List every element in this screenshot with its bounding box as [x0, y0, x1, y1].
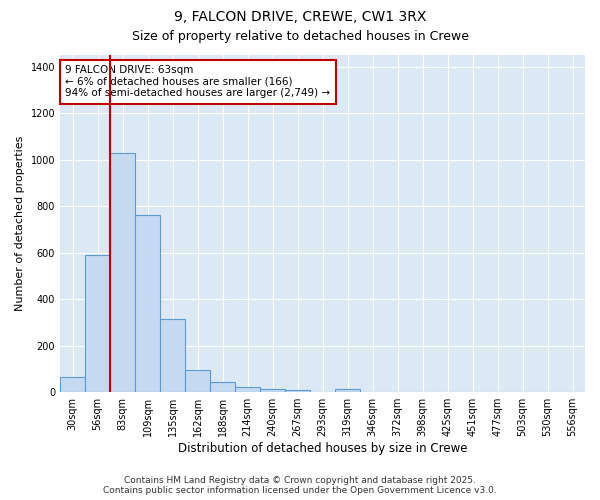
- Bar: [210, 382, 235, 392]
- Text: 9, FALCON DRIVE, CREWE, CW1 3RX: 9, FALCON DRIVE, CREWE, CW1 3RX: [174, 10, 426, 24]
- Text: 9 FALCON DRIVE: 63sqm
← 6% of detached houses are smaller (166)
94% of semi-deta: 9 FALCON DRIVE: 63sqm ← 6% of detached h…: [65, 65, 331, 98]
- Bar: [185, 370, 210, 392]
- Bar: [110, 152, 135, 392]
- Bar: [235, 387, 260, 392]
- Bar: [160, 319, 185, 392]
- X-axis label: Distribution of detached houses by size in Crewe: Distribution of detached houses by size …: [178, 442, 467, 455]
- Text: Size of property relative to detached houses in Crewe: Size of property relative to detached ho…: [131, 30, 469, 43]
- Text: Contains HM Land Registry data © Crown copyright and database right 2025.
Contai: Contains HM Land Registry data © Crown c…: [103, 476, 497, 495]
- Y-axis label: Number of detached properties: Number of detached properties: [15, 136, 25, 312]
- Bar: [135, 216, 160, 392]
- Bar: [285, 390, 310, 392]
- Bar: [260, 390, 285, 392]
- Bar: [60, 377, 85, 392]
- Bar: [85, 255, 110, 392]
- Bar: [335, 390, 360, 392]
